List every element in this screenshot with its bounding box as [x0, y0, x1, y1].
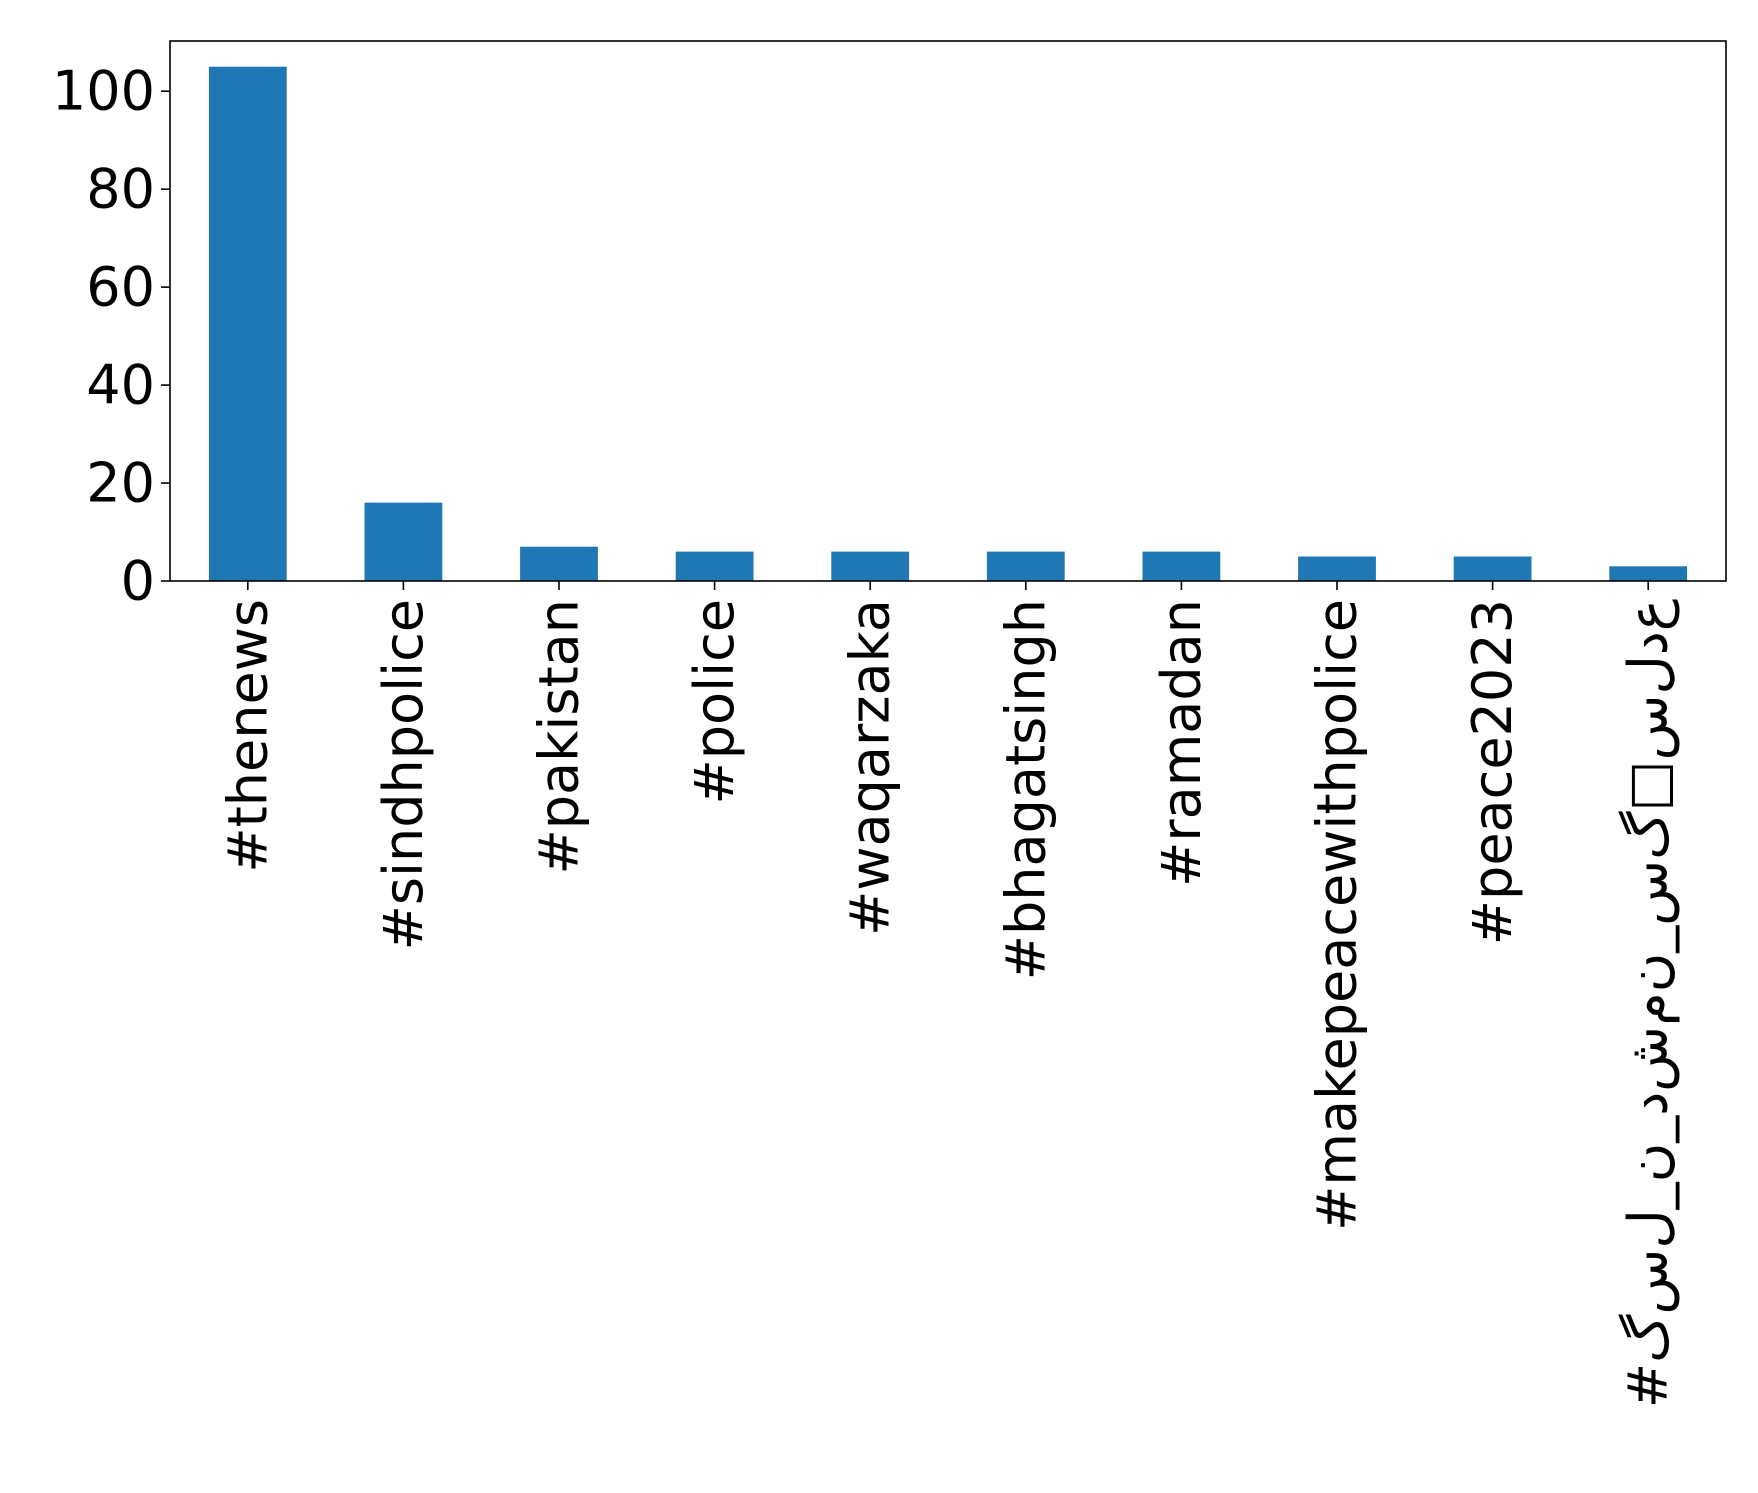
- x-tick-label: #ﻉﺩﻝﺱ□ﮒﺱ_ﻥﻡﺵﺩ_ﻥ_ﻝﺱﮒ: [1617, 599, 1680, 1408]
- bar: [364, 502, 443, 581]
- bar: [1298, 556, 1376, 581]
- y-tick-label: 20: [86, 452, 155, 515]
- y-tick-label: 0: [121, 550, 155, 613]
- x-tick-label: #police: [683, 599, 746, 804]
- x-tick-label: #waqarzaka: [839, 599, 902, 936]
- y-axis: 0 20 40 60 80 100: [52, 60, 170, 613]
- y-tick-label: 60: [86, 256, 155, 319]
- x-tick-label: #peace2023: [1461, 599, 1524, 945]
- x-axis: #thenews #sindhpolice #pakistan #police #waq…: [216, 581, 1680, 1408]
- x-tick-label: #thenews: [216, 599, 279, 873]
- bar: [1609, 566, 1688, 581]
- y-tick-label: 40: [86, 354, 155, 417]
- x-tick-label: #pakistan: [528, 599, 591, 875]
- bar: [208, 66, 287, 581]
- y-tick-label: 100: [52, 60, 155, 123]
- bar: [986, 551, 1065, 581]
- bars-group: [208, 66, 1688, 581]
- bar: [520, 546, 598, 581]
- y-tick-label: 80: [86, 158, 155, 221]
- bar: [675, 551, 754, 581]
- bar: [1142, 551, 1221, 581]
- x-tick-label: #bhagatsingh: [994, 599, 1057, 980]
- x-tick-label: #ramadan: [1150, 599, 1213, 887]
- plot-frame: [169, 40, 1727, 582]
- x-tick-label: #sindhpolice: [372, 599, 435, 950]
- x-tick-label: #makepeacewithpolice: [1306, 599, 1369, 1231]
- bar: [1453, 556, 1532, 581]
- bar: [831, 551, 910, 581]
